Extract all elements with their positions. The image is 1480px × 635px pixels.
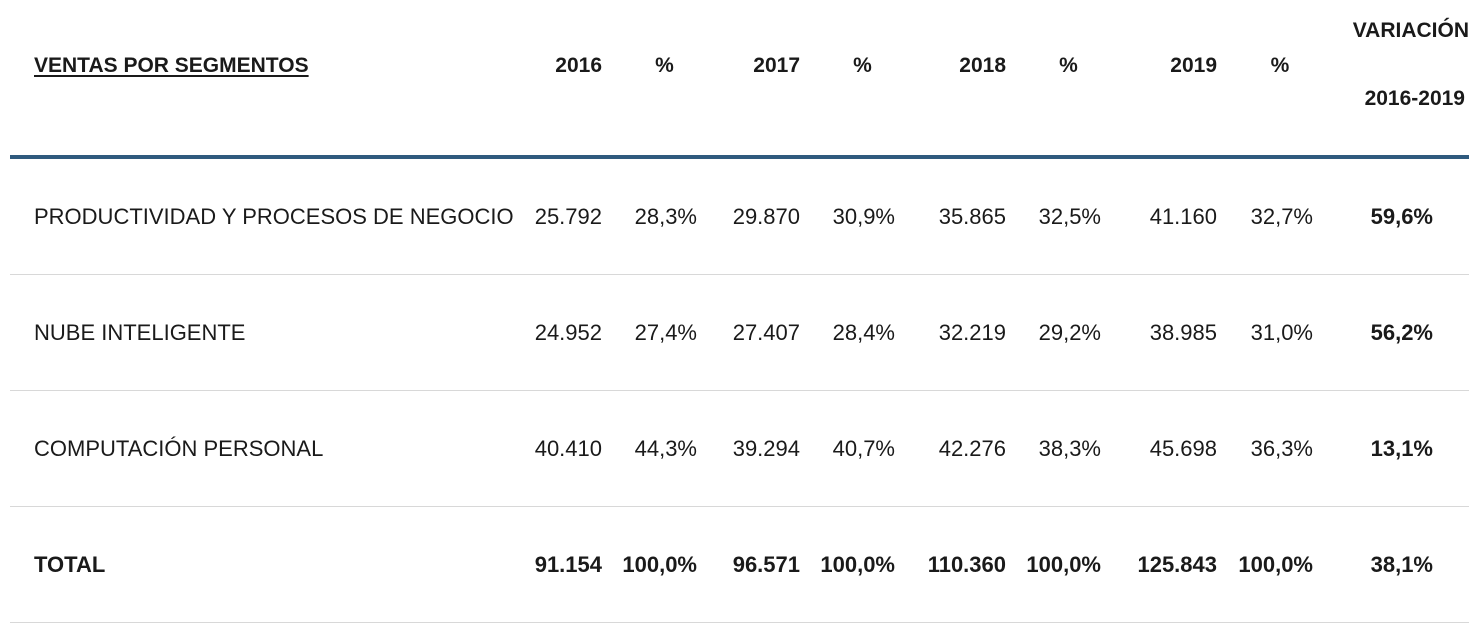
value-2017: 27.407 — [732, 319, 800, 345]
header-2017: 2017 — [753, 53, 800, 77]
value-2016: 24.952 — [534, 319, 602, 345]
value-2017: 29.870 — [732, 203, 800, 229]
pct-2016: 44,3% — [634, 435, 697, 461]
header-variation-label: VARIACIÓN — [1352, 19, 1469, 42]
value-2018: 42.276 — [938, 435, 1006, 461]
table-row: NUBE INTELIGENTE 24.952 27,4% 27.407 28,… — [10, 275, 1469, 391]
pct-2017: 30,9% — [832, 203, 895, 229]
table-row: PRODUCTIVIDAD Y PROCESOS DE NEGOCIO 25.7… — [10, 159, 1469, 275]
header-variation: VARIACIÓN 2016-2019 — [1313, 0, 1469, 132]
value-2018: 35.865 — [938, 203, 1006, 229]
row-label: NUBE INTELIGENTE — [34, 319, 246, 345]
header-divider — [10, 155, 1469, 159]
header-pct-2018: % — [1059, 53, 1078, 77]
pct-2017: 40,7% — [832, 435, 895, 461]
value-2018: 32.219 — [938, 319, 1006, 345]
table-header-row: VENTAS POR SEGMENTOS 2016 % 2017 % 2018 … — [10, 0, 1469, 133]
header-variation-range: 2016-2019 — [1364, 87, 1465, 110]
pct-2017: 28,4% — [832, 319, 895, 345]
pct-2019: 36,3% — [1250, 435, 1313, 461]
pct-2019: 32,7% — [1250, 203, 1313, 229]
sales-segments-table: VENTAS POR SEGMENTOS 2016 % 2017 % 2018 … — [10, 0, 1469, 623]
value-2017: 96.571 — [732, 551, 800, 577]
header-pct-2017: % — [853, 53, 872, 77]
pct-2018: 100,0% — [1026, 551, 1101, 577]
table-title: VENTAS POR SEGMENTOS — [10, 54, 514, 78]
table-body: PRODUCTIVIDAD Y PROCESOS DE NEGOCIO 25.7… — [10, 159, 1469, 623]
value-2019: 41.160 — [1149, 203, 1217, 229]
row-label: PRODUCTIVIDAD Y PROCESOS DE NEGOCIO — [34, 203, 514, 229]
value-2016: 25.792 — [534, 203, 602, 229]
pct-2016: 27,4% — [634, 319, 697, 345]
header-2016: 2016 — [555, 53, 602, 77]
value-2019: 38.985 — [1149, 319, 1217, 345]
value-2016: 91.154 — [534, 551, 602, 577]
value-2016: 40.410 — [534, 435, 602, 461]
variation-value: 13,1% — [1370, 435, 1433, 461]
pct-2019: 100,0% — [1238, 551, 1313, 577]
table-row: COMPUTACIÓN PERSONAL 40.410 44,3% 39.294… — [10, 391, 1469, 507]
value-2017: 39.294 — [732, 435, 800, 461]
pct-2018: 29,2% — [1038, 319, 1101, 345]
header-pct-2016: % — [655, 53, 674, 77]
variation-value: 56,2% — [1370, 319, 1433, 345]
table-row-total: TOTAL 91.154 100,0% 96.571 100,0% 110.36… — [10, 507, 1469, 623]
pct-2016: 100,0% — [622, 551, 697, 577]
header-2018: 2018 — [959, 53, 1006, 77]
pct-2016: 28,3% — [634, 203, 697, 229]
header-pct-2019: % — [1270, 53, 1290, 77]
pct-2018: 32,5% — [1038, 203, 1101, 229]
pct-2017: 100,0% — [820, 551, 895, 577]
variation-value: 38,1% — [1370, 551, 1433, 577]
value-2019: 45.698 — [1149, 435, 1217, 461]
pct-2018: 38,3% — [1038, 435, 1101, 461]
pct-2019: 31,0% — [1250, 319, 1313, 345]
variation-value: 59,6% — [1370, 203, 1433, 229]
row-label: COMPUTACIÓN PERSONAL — [34, 435, 324, 461]
value-2018: 110.360 — [927, 551, 1006, 577]
header-2019: 2019 — [1170, 53, 1217, 77]
table-title-text: VENTAS POR SEGMENTOS — [34, 53, 309, 77]
value-2019: 125.843 — [1137, 551, 1217, 577]
row-label: TOTAL — [34, 551, 106, 577]
